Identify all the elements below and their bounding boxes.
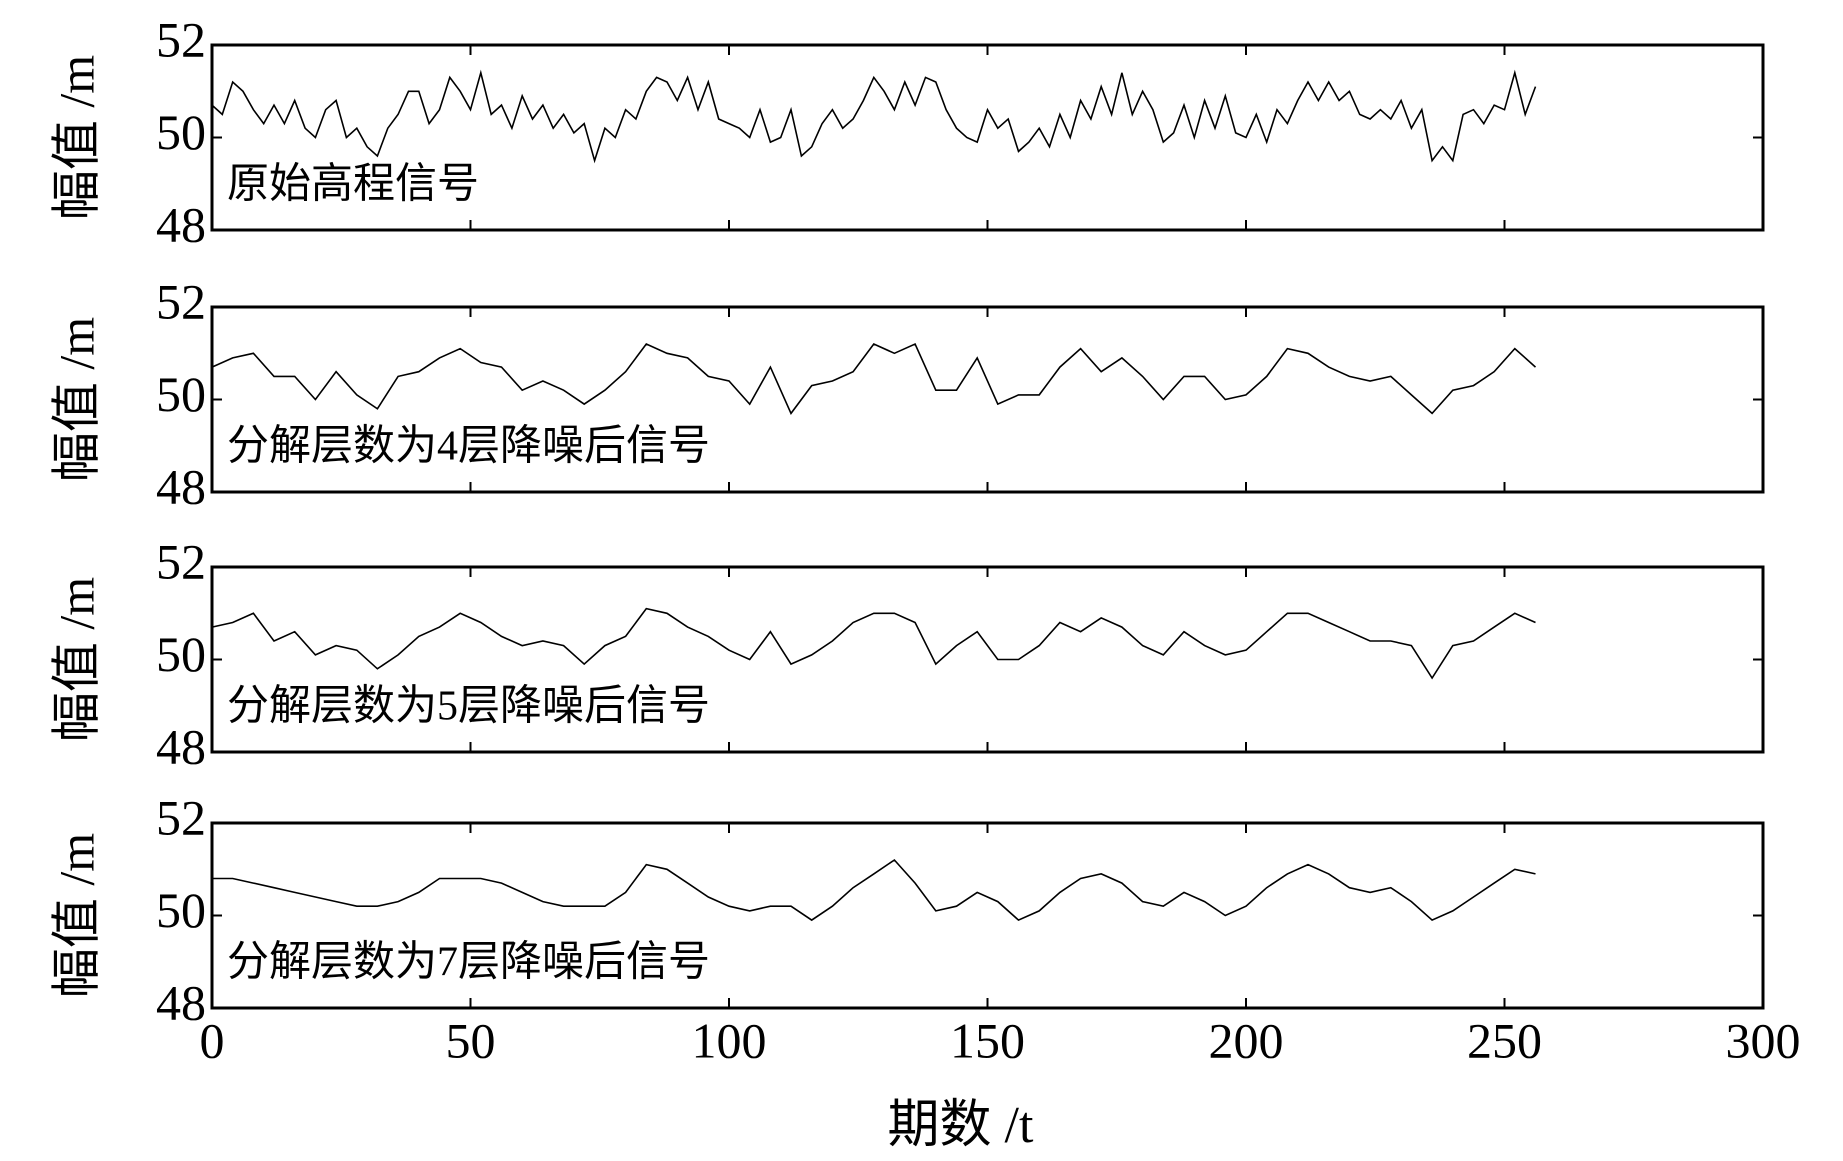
annotation: 分解层数为4层降噪后信号: [227, 424, 710, 470]
y-tick-label: 48: [156, 196, 206, 252]
y-axis-label: 幅值 /m: [48, 833, 104, 998]
annotation: 分解层数为5层降噪后信号: [227, 684, 710, 730]
y-tick-label: 50: [156, 626, 206, 682]
x-tick-label: 150: [950, 1012, 1025, 1068]
y-tick-label: 52: [156, 789, 206, 845]
y-axis-label: 幅值 /m: [48, 577, 104, 742]
line: [211, 342, 1537, 415]
line: [211, 607, 1536, 680]
y-axis-label: 幅值 /m: [48, 55, 104, 220]
y-tick-label: 48: [156, 718, 206, 774]
x-tick-label: 100: [692, 1012, 767, 1068]
x-tick-label: 0: [200, 1012, 225, 1068]
x-tick-label: 250: [1467, 1012, 1542, 1068]
y-tick-label: 52: [156, 273, 206, 329]
y-tick-label: 50: [156, 366, 206, 422]
y-tick-label: 48: [156, 458, 206, 514]
x-tick-label: 200: [1209, 1012, 1284, 1068]
x-axis-label: 期数 /t: [888, 1097, 1034, 1154]
x-tick-label: 300: [1726, 1012, 1801, 1068]
y-tick-label: 48: [156, 974, 206, 1030]
x-tick-label: 50: [446, 1012, 496, 1068]
annotation: 原始高程信号: [227, 162, 479, 208]
y-tick-label: 52: [156, 533, 206, 589]
y-tick-label: 50: [156, 104, 206, 160]
y-axis-label: 幅值 /m: [48, 317, 104, 482]
annotation: 分解层数为7层降噪后信号: [227, 940, 710, 986]
y-tick-label: 50: [156, 882, 206, 938]
line: [212, 858, 1536, 922]
y-tick-label: 52: [156, 11, 206, 67]
line: [211, 69, 1537, 164]
